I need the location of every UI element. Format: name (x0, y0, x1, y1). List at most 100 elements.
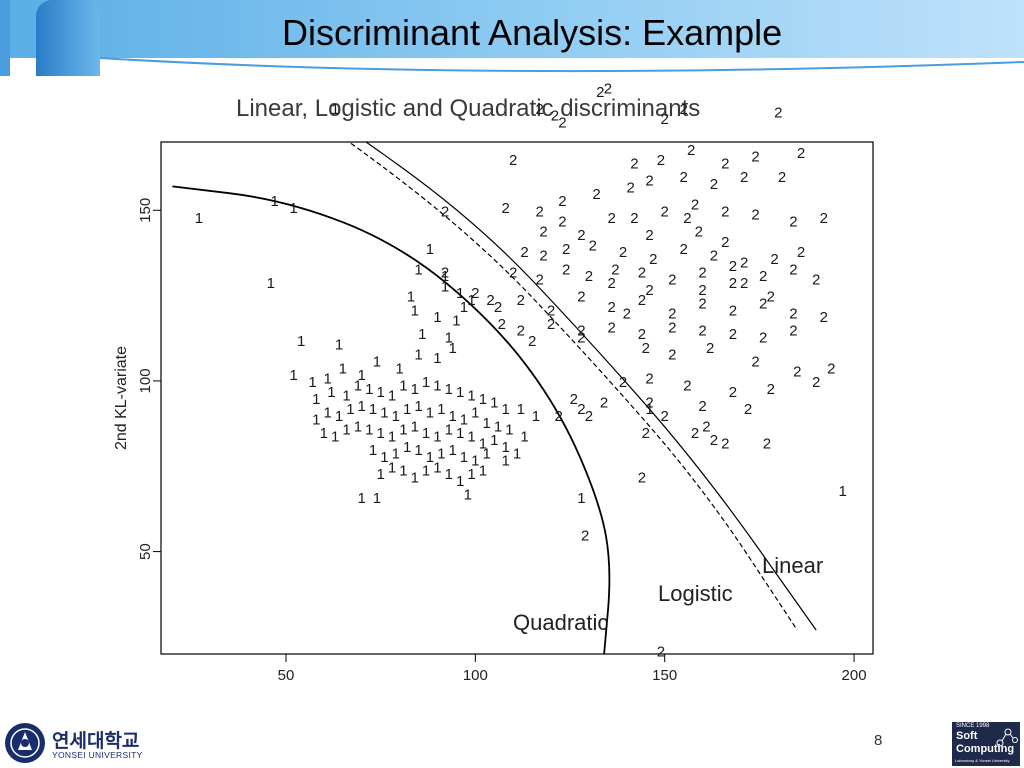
class-1-point: 1 (441, 268, 449, 285)
class-1-point: 1 (358, 490, 366, 507)
university-name-english: YONSEI UNIVERSITY (52, 750, 143, 760)
chart-title: Linear, Logistic and Quadratic discrimin… (236, 95, 701, 122)
class-2-point: 2 (645, 371, 653, 388)
class-1-point: 1 (483, 446, 491, 463)
x-tick-label: 200 (842, 667, 867, 684)
class-2-point: 2 (570, 391, 578, 408)
class-2-point: 2 (619, 244, 627, 261)
yonsei-emblem-icon (5, 723, 45, 763)
class-1-point: 1 (312, 411, 320, 428)
class-1-point: 1 (448, 340, 456, 357)
class-2-point: 2 (668, 347, 676, 364)
class-2-point: 2 (679, 241, 687, 258)
class-2-point: 2 (608, 275, 616, 292)
class-1-point: 1 (195, 210, 203, 227)
class-2-point: 2 (759, 330, 767, 347)
class-2-point: 2 (645, 227, 653, 244)
class-2-point: 2 (687, 142, 695, 159)
class-2-point: 2 (498, 316, 506, 333)
class-2-point: 2 (721, 203, 729, 220)
class-2-point: 2 (562, 241, 570, 258)
class-1-point: 1 (388, 388, 396, 405)
class-2-point: 2 (729, 302, 737, 319)
class-1-point: 1 (339, 360, 347, 377)
class-2-point: 2 (604, 80, 612, 97)
class-2-point: 2 (740, 254, 748, 271)
class-1-point: 1 (358, 398, 366, 415)
lab-soft-text: Soft (956, 730, 978, 742)
class-2-point: 2 (767, 381, 775, 398)
class-1-point: 1 (289, 367, 297, 384)
class-1-point: 1 (323, 405, 331, 422)
linear-boundary-label: Linear (762, 553, 823, 578)
class-1-point: 1 (342, 388, 350, 405)
class-1-point: 1 (373, 490, 381, 507)
class-2-point: 2 (691, 196, 699, 213)
class-2-point: 2 (729, 384, 737, 401)
class-2-point: 2 (789, 306, 797, 323)
class-1-point: 1 (479, 463, 487, 480)
class-2-point: 2 (789, 323, 797, 340)
class-2-point: 2 (778, 169, 786, 186)
class-2-point: 2 (740, 169, 748, 186)
class-2-point: 2 (721, 234, 729, 251)
class-1-point: 1 (467, 466, 475, 483)
class-2-point: 2 (793, 364, 801, 381)
class-1-point: 1 (380, 449, 388, 466)
class-1-point: 1 (471, 452, 479, 469)
class-1-point: 1 (320, 425, 328, 442)
class-2-point: 2 (698, 398, 706, 415)
class-1-point: 1 (433, 377, 441, 394)
logistic-boundary-label: Logistic (658, 581, 733, 606)
class-1-point: 1 (490, 394, 498, 411)
class-2-point: 2 (770, 251, 778, 268)
class-1-point: 1 (369, 442, 377, 459)
class-1-point: 1 (422, 463, 430, 480)
class-1-point: 1 (577, 490, 585, 507)
class-2-point: 2 (661, 203, 669, 220)
class-1-point: 1 (403, 401, 411, 418)
class-2-point: 2 (585, 268, 593, 285)
class-1-point: 1 (517, 401, 525, 418)
class-2-point: 2 (562, 261, 570, 278)
class-2-point: 2 (710, 176, 718, 193)
class-1-point: 1 (369, 401, 377, 418)
quadratic-boundary-label: Quadratic (513, 610, 608, 635)
class-2-point: 2 (608, 299, 616, 316)
class-2-point: 2 (520, 244, 528, 261)
class-2-point: 2 (592, 186, 600, 203)
class-2-point: 2 (642, 425, 650, 442)
class-1-point: 1 (448, 442, 456, 459)
class-2-point: 2 (691, 425, 699, 442)
class-2-point: 2 (558, 115, 566, 132)
class-1-point: 1 (460, 411, 468, 428)
class-2-point: 2 (645, 173, 653, 190)
x-tick-label: 100 (463, 667, 488, 684)
class-1-point: 1 (411, 418, 419, 435)
class-1-point: 1 (380, 405, 388, 422)
class-2-point: 2 (441, 203, 449, 220)
class-2-point: 2 (827, 360, 835, 377)
class-2-point: 2 (547, 316, 555, 333)
class-1-point: 1 (399, 463, 407, 480)
class-2-point: 2 (820, 309, 828, 326)
class-2-point: 2 (820, 210, 828, 227)
class-2-point: 2 (797, 244, 805, 261)
class-2-point: 2 (441, 265, 449, 282)
class-1-point: 1 (433, 309, 441, 326)
quadratic-boundary-line (172, 185, 611, 654)
class-1-point: 1 (308, 374, 316, 391)
class-2-point: 2 (702, 418, 710, 435)
class-2-point: 2 (698, 323, 706, 340)
class-2-point: 2 (611, 261, 619, 278)
y-tick-label: 150 (137, 198, 154, 223)
class-1-point: 1 (494, 418, 502, 435)
class-1-point: 1 (483, 415, 491, 432)
class-1-point: 1 (312, 391, 320, 408)
class-1-point: 1 (342, 422, 350, 439)
class-2-point: 2 (577, 289, 585, 306)
class-1-point: 1 (388, 459, 396, 476)
class-1-point: 1 (437, 401, 445, 418)
class-1-point: 1 (479, 435, 487, 452)
